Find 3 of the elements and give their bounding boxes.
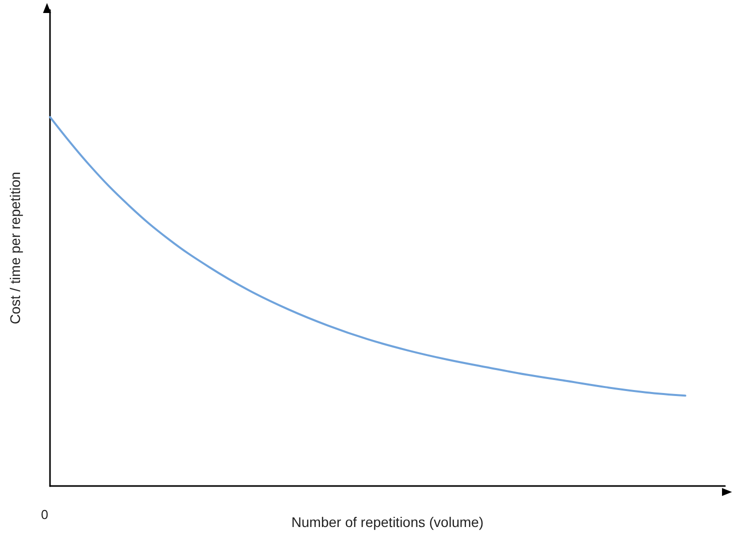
x-axis-title: Number of repetitions (volume) <box>291 514 484 530</box>
text: 0 <box>41 507 48 522</box>
y-axis-title: Cost / time per repetition <box>7 172 23 324</box>
